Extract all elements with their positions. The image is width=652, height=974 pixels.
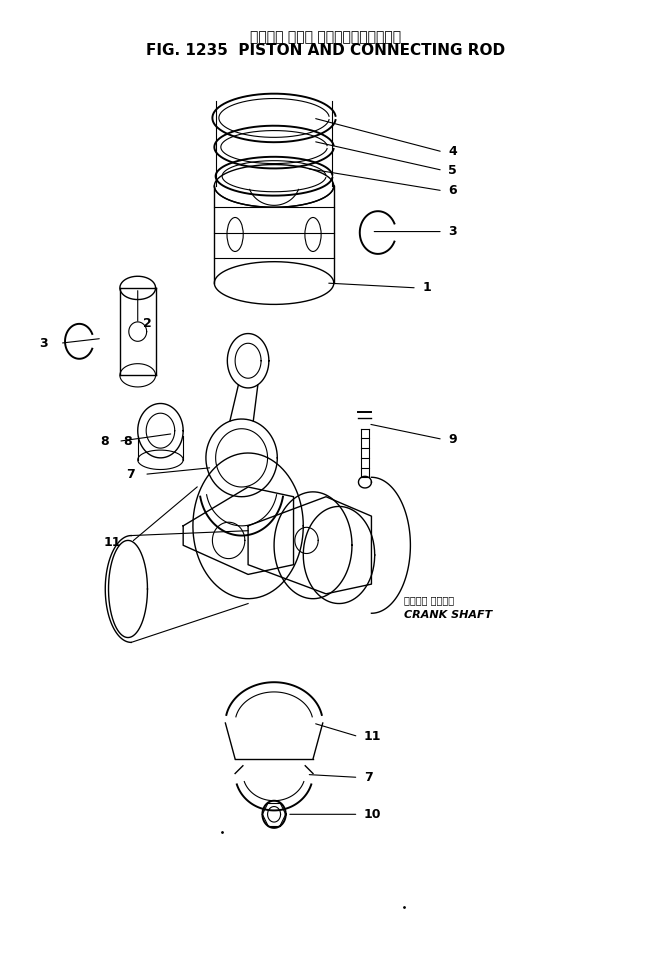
Text: 7: 7: [364, 770, 372, 784]
Text: 3: 3: [40, 337, 48, 350]
Text: ピストン および コネクティングロッド: ピストン および コネクティングロッド: [250, 30, 402, 45]
Text: 7: 7: [126, 468, 135, 481]
Text: 11: 11: [104, 536, 121, 549]
Text: 8: 8: [100, 434, 108, 448]
Text: 8: 8: [123, 434, 132, 448]
Text: 10: 10: [364, 807, 381, 821]
Text: 6: 6: [448, 184, 456, 198]
Text: 5: 5: [448, 164, 457, 177]
Text: 1: 1: [422, 281, 431, 294]
Text: 9: 9: [448, 432, 456, 446]
Text: CRANK SHAFT: CRANK SHAFT: [404, 610, 492, 620]
Text: 11: 11: [364, 730, 381, 743]
Text: FIG. 1235  PISTON AND CONNECTING ROD: FIG. 1235 PISTON AND CONNECTING ROD: [147, 43, 505, 58]
Text: 4: 4: [448, 145, 457, 159]
Text: クランク シャフト: クランク シャフト: [404, 596, 454, 606]
Text: 2: 2: [143, 318, 152, 330]
Text: 3: 3: [448, 225, 456, 238]
